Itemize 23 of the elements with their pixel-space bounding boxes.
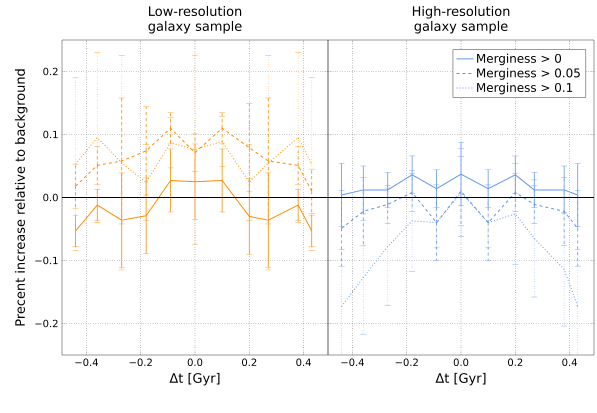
y-tick-label: 0.2 — [43, 68, 58, 76]
x-tick-label: 0.2 — [242, 358, 256, 366]
x-tick-label: −0.2 — [396, 358, 418, 366]
chart-title: High-resolution galaxy sample — [412, 6, 510, 34]
y-tick-label: −0.2 — [35, 320, 58, 328]
legend-label: Merginess > 0.1 — [477, 82, 572, 94]
y-tick-label: −0.1 — [35, 256, 58, 264]
x-tick-label: 0.0 — [188, 358, 202, 366]
x-tick-label: −0.4 — [341, 358, 364, 366]
chart-title: Low-resolution galaxy sample — [148, 6, 242, 34]
x-tick-label: 0.0 — [454, 358, 468, 366]
x-axis-title: Δt [Gyr] — [436, 372, 486, 386]
x-tick-label: 0.4 — [296, 358, 311, 366]
x-tick-label: −0.4 — [75, 358, 98, 366]
y-tick-label: 0.0 — [43, 194, 58, 202]
x-tick-label: 0.2 — [508, 358, 522, 366]
legend-label: Merginess > 0 — [477, 54, 562, 66]
x-axis-title: Δt [Gyr] — [170, 372, 220, 386]
y-tick-label: 0.1 — [43, 130, 58, 138]
x-tick-label: 0.4 — [562, 358, 577, 366]
x-tick-label: −0.2 — [130, 358, 152, 366]
legend-label: Merginess > 0.05 — [477, 68, 580, 80]
y-axis-title: Precent increase relative to background — [14, 69, 28, 326]
